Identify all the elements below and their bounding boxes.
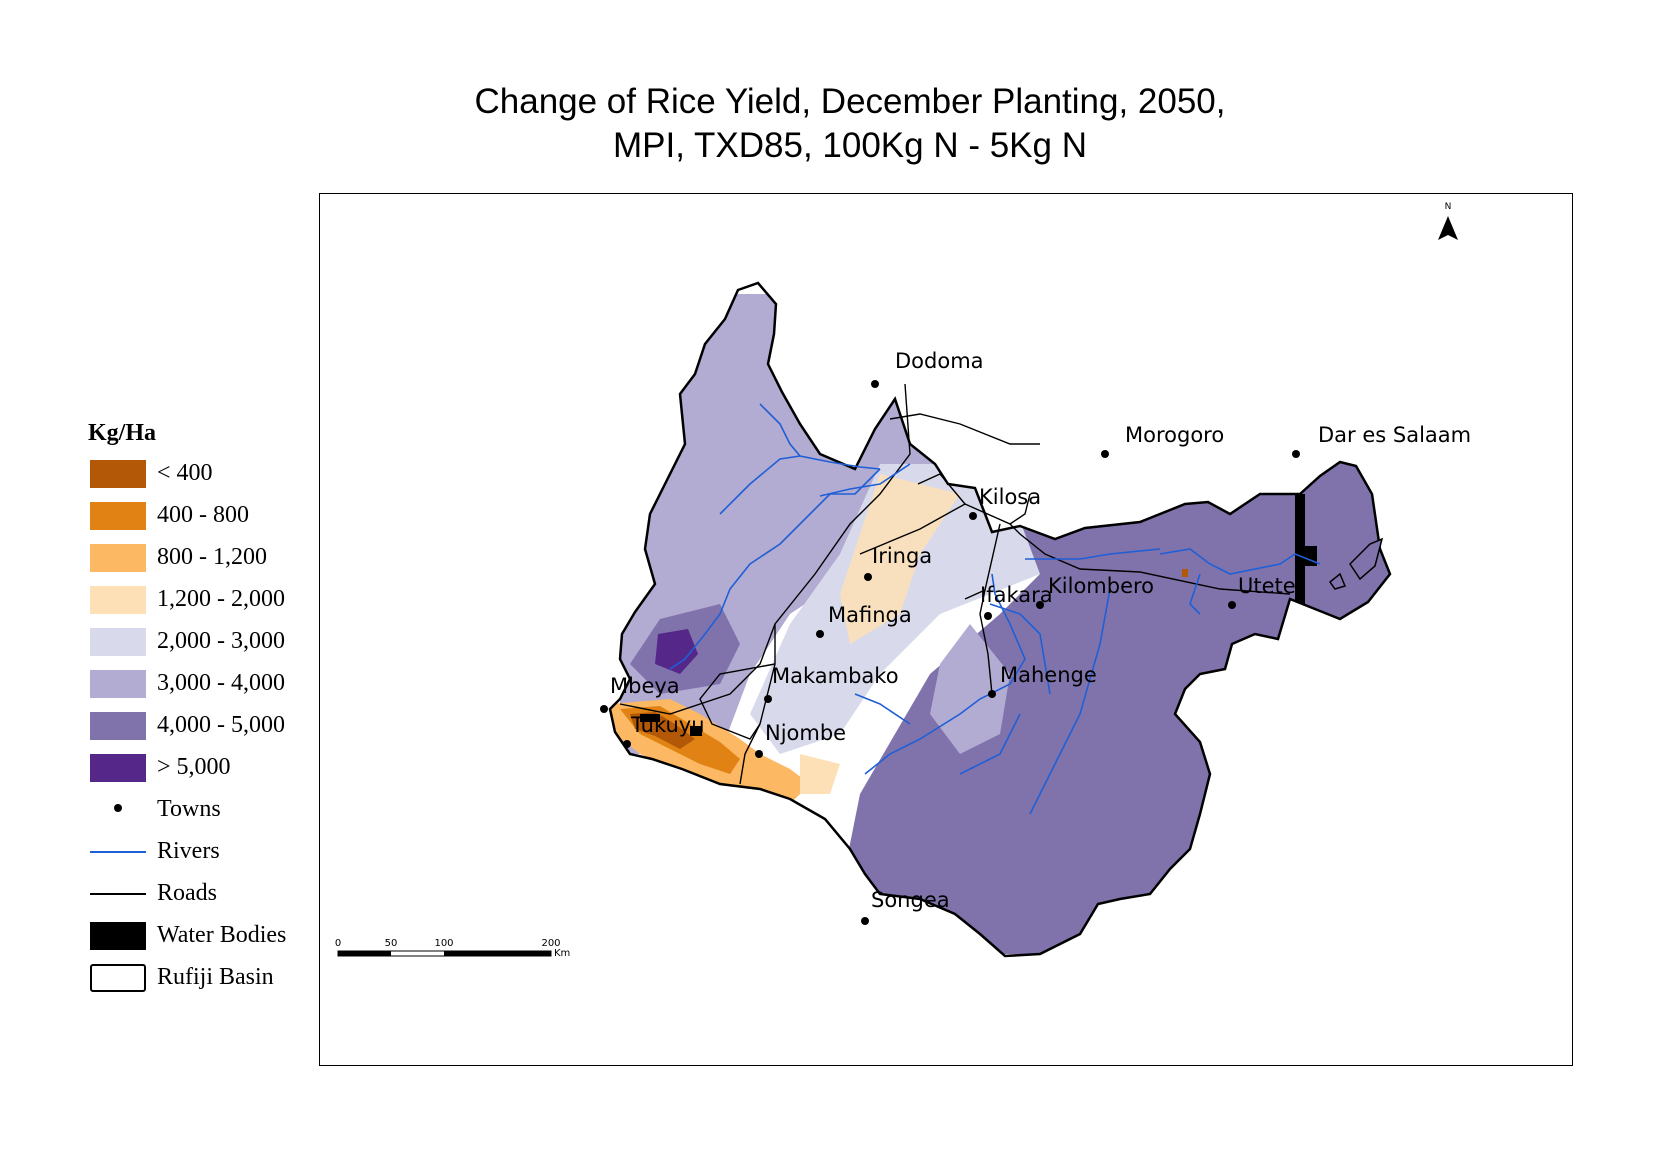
town-dot-icon xyxy=(114,804,122,812)
legend-swatch xyxy=(90,712,146,740)
legend-swatch xyxy=(90,670,146,698)
town-marker xyxy=(864,573,872,581)
town-label: Njombe xyxy=(765,721,846,745)
scale-tick-100: 100 xyxy=(434,938,453,949)
scale-tick-200: 200 xyxy=(541,938,560,949)
scale-tick-0: 0 xyxy=(335,938,341,949)
legend-class-3: 800 - 1,200 xyxy=(88,542,318,584)
legend-swatch xyxy=(90,628,146,656)
legend-class-2: 400 - 800 xyxy=(88,500,318,542)
legend-rivers: Rivers xyxy=(88,836,318,878)
coastal-islands xyxy=(1328,537,1384,590)
town-label: Ifakara xyxy=(980,583,1053,607)
map-canvas: Dodoma Morogoro Dar es Salaam Kilosa Iringa K… xyxy=(320,194,1571,1064)
legend-title: Kg/Ha xyxy=(88,420,157,446)
river-line-icon xyxy=(90,851,146,853)
town-label: Mbeya xyxy=(610,674,680,698)
legend-swatch xyxy=(90,502,146,530)
legend-swatch xyxy=(90,544,146,572)
legend-basin-label: Rufiji Basin xyxy=(157,964,274,990)
legend-class-7: 4,000 - 5,000 xyxy=(88,710,318,752)
town-marker xyxy=(871,380,879,388)
town-marker xyxy=(969,512,977,520)
legend-class-label: 800 - 1,200 xyxy=(157,544,267,570)
town-marker xyxy=(1036,601,1044,609)
water-body-swatch xyxy=(90,922,146,950)
scale-tick-50: 50 xyxy=(385,938,398,949)
legend-class-1: < 400 xyxy=(88,458,318,500)
town-marker xyxy=(861,917,869,925)
town-marker xyxy=(984,612,992,620)
legend-basin: Rufiji Basin xyxy=(88,962,318,1004)
road-line-icon xyxy=(90,893,146,895)
map-frame: Dodoma Morogoro Dar es Salaam Kilosa Iringa K… xyxy=(319,193,1573,1066)
legend-class-label: 400 - 800 xyxy=(157,502,249,528)
legend-class-4: 1,200 - 2,000 xyxy=(88,584,318,626)
legend-roads-label: Roads xyxy=(157,880,217,906)
north-arrow: N xyxy=(1438,202,1458,240)
legend-class-label: 3,000 - 4,000 xyxy=(157,670,285,696)
town-marker xyxy=(816,630,824,638)
rufiji-basin-outline xyxy=(608,281,1392,958)
legend-water-label: Water Bodies xyxy=(157,922,287,948)
legend-towns-label: Towns xyxy=(157,796,221,822)
legend-swatch xyxy=(90,460,146,488)
town-label: Dodoma xyxy=(895,349,984,373)
town-marker xyxy=(764,695,772,703)
town-label: Mahenge xyxy=(1000,663,1097,687)
legend-swatch xyxy=(90,754,146,782)
legend-class-6: 3,000 - 4,000 xyxy=(88,668,318,710)
legend-class-label: 1,200 - 2,000 xyxy=(157,586,285,612)
town-marker xyxy=(623,740,631,748)
title-line-2: MPI, TXD85, 100Kg N - 5Kg N xyxy=(612,126,1087,165)
legend-class-5: 2,000 - 3,000 xyxy=(88,626,318,668)
scale-unit: Km xyxy=(554,948,570,959)
basin-outline-swatch xyxy=(90,964,146,992)
rivers-layer xyxy=(669,403,1321,815)
title-line-1: Change of Rice Yield, December Planting,… xyxy=(474,82,1226,121)
town-marker xyxy=(1292,450,1300,458)
town-label: Iringa xyxy=(872,544,932,568)
town-marker xyxy=(1228,601,1236,609)
towns-layer: Dodoma Morogoro Dar es Salaam Kilosa Iringa K… xyxy=(600,349,1471,925)
legend: Kg/Ha < 400 400 - 800 800 - 1,200 1,200 … xyxy=(88,420,318,1004)
map-title: Change of Rice Yield, December Planting,… xyxy=(470,80,1230,168)
legend-towns: Towns xyxy=(88,794,318,836)
legend-class-label: > 5,000 xyxy=(157,754,231,780)
legend-swatch xyxy=(90,586,146,614)
town-label: Dar es Salaam xyxy=(1318,423,1471,447)
legend-class-8: > 5,000 xyxy=(88,752,318,794)
town-marker xyxy=(755,750,763,758)
town-label: Kilombero xyxy=(1048,574,1154,598)
town-marker xyxy=(1101,450,1109,458)
town-marker xyxy=(600,705,608,713)
town-label: Songea xyxy=(871,888,950,912)
legend-class-label: 2,000 - 3,000 xyxy=(157,628,285,654)
legend-water: Water Bodies xyxy=(88,920,318,962)
legend-class-label: 4,000 - 5,000 xyxy=(157,712,285,738)
town-label: Kilosa xyxy=(979,485,1041,509)
town-label: Morogoro xyxy=(1125,423,1224,447)
legend-roads: Roads xyxy=(88,878,318,920)
north-arrow-label: N xyxy=(1445,202,1452,212)
town-label: Utete xyxy=(1238,574,1296,598)
scale-bar: 0 50 100 200 Km xyxy=(335,938,571,959)
town-marker xyxy=(988,690,996,698)
town-label: Mafinga xyxy=(828,603,912,627)
legend-class-label: < 400 xyxy=(157,460,213,486)
town-label: Makambako xyxy=(772,664,899,688)
town-label: Tukuyu xyxy=(630,713,705,737)
legend-rivers-label: Rivers xyxy=(157,838,220,864)
north-arrow-icon xyxy=(1438,216,1458,240)
